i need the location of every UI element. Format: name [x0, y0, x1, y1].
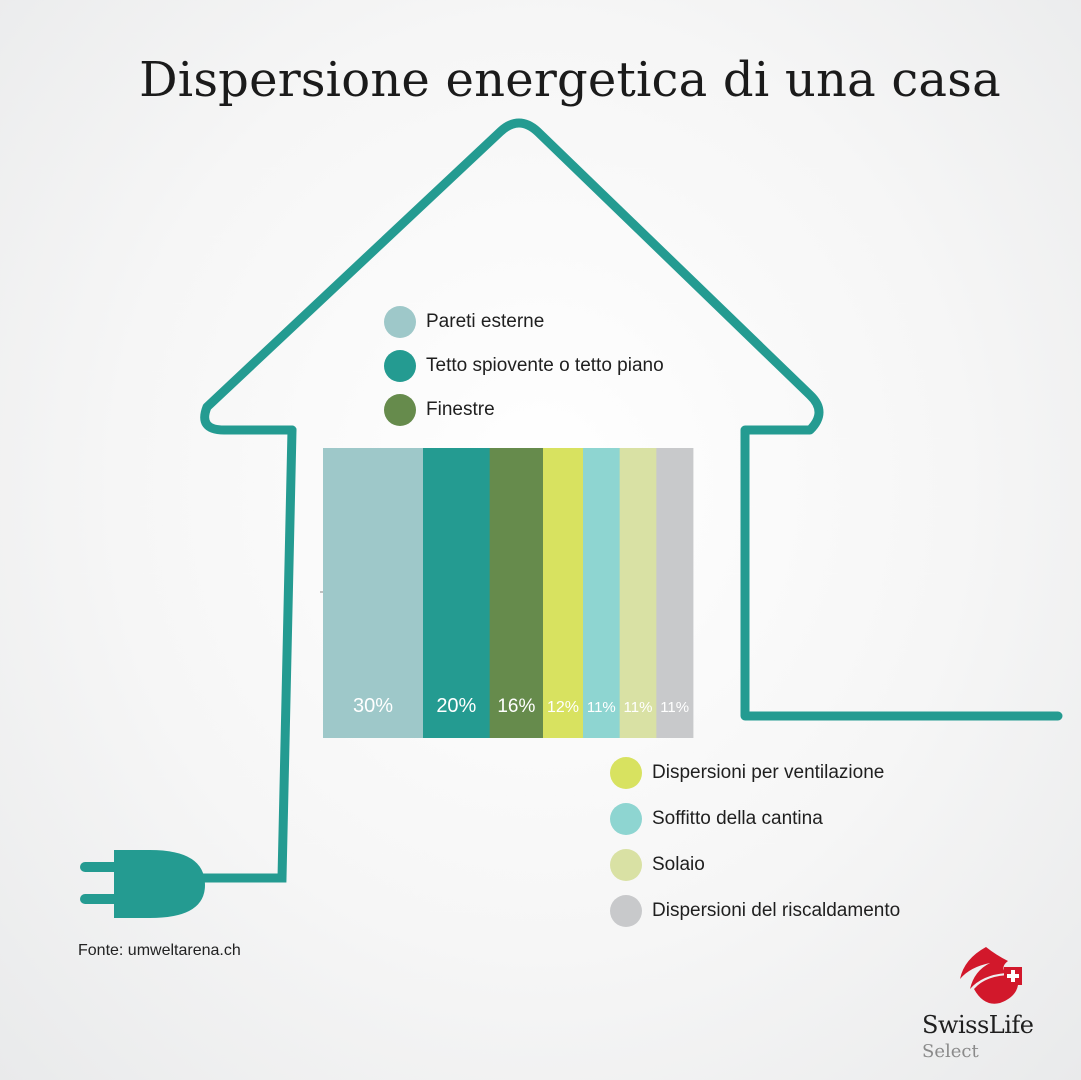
legend-label: Finestre — [426, 399, 495, 420]
legend-item: Pareti esterne — [384, 300, 664, 344]
bar-segment — [619, 448, 657, 738]
bar-value-label: 11% — [587, 699, 616, 716]
page-title: Dispersione energetica di una casa — [139, 52, 1001, 108]
bar-segment — [323, 448, 424, 738]
legend-label: Soffitto della cantina — [652, 808, 823, 829]
bar-value-label: 12% — [547, 699, 579, 716]
legend-top: Pareti esterne Tetto spiovente o tetto p… — [384, 300, 664, 432]
legend-label: Dispersioni per ventilazione — [652, 762, 885, 783]
bar-value-label: 11% — [660, 699, 689, 716]
legend-label: Solaio — [652, 854, 705, 875]
house-outline — [200, 118, 1063, 721]
bar-segment — [489, 448, 544, 738]
bar-segment — [543, 448, 584, 738]
legend-label: Pareti esterne — [426, 311, 545, 332]
legend-swatch — [610, 895, 642, 927]
legend-item: Dispersioni per ventilazione — [610, 750, 900, 796]
legend-swatch — [610, 757, 642, 789]
bar-value-label: 11% — [624, 699, 653, 716]
legend-swatch — [384, 306, 416, 338]
legend-swatch — [384, 394, 416, 426]
legend-label: Dispersioni del riscaldamento — [652, 900, 901, 921]
plug-cable — [193, 425, 297, 883]
swisslife-logo-icon — [960, 947, 1022, 1004]
legend-item: Soffitto della cantina — [610, 796, 900, 842]
source-note: Fonte: umweltarena.ch — [78, 942, 241, 959]
bar-segment — [423, 448, 491, 738]
plug-icon — [80, 850, 205, 918]
bar-segment — [583, 448, 621, 738]
legend-item: Dispersioni del riscaldamento — [610, 888, 900, 934]
bar-value-label: 20% — [436, 695, 476, 717]
bar-segment — [656, 448, 694, 738]
legend-swatch — [610, 803, 642, 835]
legend-item: Tetto spiovente o tetto piano — [384, 344, 664, 388]
bar-value-label: 16% — [497, 696, 535, 717]
logo-sub: Select — [922, 1041, 979, 1062]
legend-bottom: Dispersioni per ventilazione Soffitto de… — [610, 750, 900, 934]
legend-swatch — [384, 350, 416, 382]
legend-swatch — [610, 849, 642, 881]
legend-label: Tetto spiovente o tetto piano — [426, 355, 664, 376]
logo-name: SwissLife — [922, 1011, 1034, 1039]
legend-item: Solaio — [610, 842, 900, 888]
legend-item: Finestre — [384, 388, 664, 432]
bar-value-label: 30% — [353, 695, 393, 717]
stacked-bar-group: 30% 20% 16% 12% 11% 11% 11% — [323, 448, 694, 738]
